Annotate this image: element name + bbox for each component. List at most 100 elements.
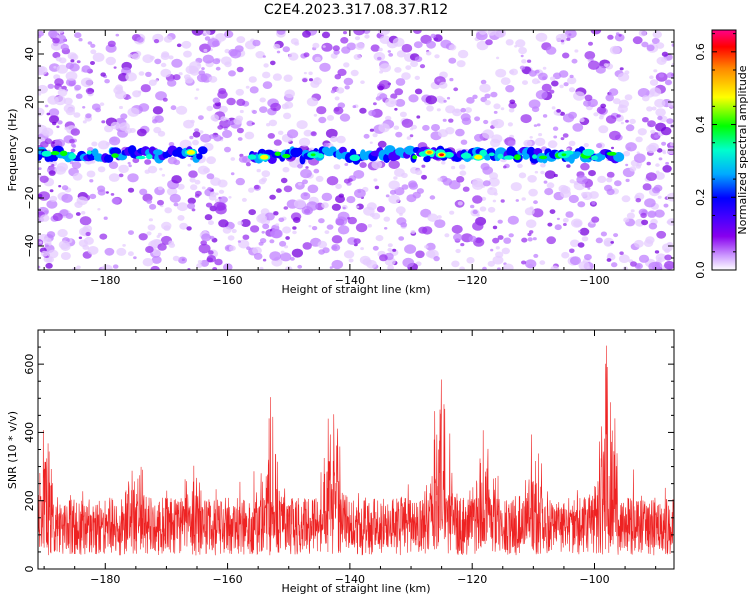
noise-cell [371, 160, 383, 169]
noise-cell [371, 212, 381, 220]
noise-cell [372, 133, 378, 138]
noise-cell [395, 206, 406, 215]
noise-cell [591, 216, 600, 223]
noise-cell [347, 216, 357, 225]
noise-cell [448, 118, 454, 123]
noise-cell [394, 107, 398, 111]
noise-cell [45, 262, 53, 269]
noise-cell [451, 165, 456, 170]
noise-cell [311, 226, 318, 231]
noise-cell [69, 138, 75, 144]
noise-cell [646, 44, 655, 51]
noise-cell [579, 227, 590, 236]
noise-cell [89, 193, 97, 200]
noise-cell [330, 136, 338, 143]
noise-cell [181, 40, 192, 49]
noise-cell [385, 194, 390, 198]
noise-cell [562, 217, 569, 223]
noise-cell [44, 138, 53, 145]
noise-cell [500, 107, 505, 111]
noise-cell [218, 105, 228, 114]
noise-cell [131, 53, 140, 60]
noise-cell [49, 189, 54, 193]
noise-cell [503, 237, 512, 244]
colorbar-tick-label: 0.4 [694, 116, 707, 134]
noise-cell [90, 43, 96, 48]
noise-cell [612, 98, 621, 105]
noise-cell [388, 53, 394, 57]
band-cell [349, 154, 361, 162]
noise-cell [208, 194, 217, 201]
noise-cell [437, 177, 443, 182]
noise-cell [433, 256, 440, 262]
noise-cell [568, 87, 576, 93]
noise-cell [482, 180, 491, 187]
noise-cell [664, 248, 670, 253]
noise-cell [395, 98, 406, 107]
noise-cell [268, 119, 278, 127]
noise-cell [379, 254, 388, 262]
noise-cell [625, 163, 629, 167]
noise-cell [373, 178, 378, 182]
noise-cell [48, 108, 60, 117]
chart-title: C2E4.2023.317.08.37.R12 [264, 2, 448, 18]
noise-cell [472, 221, 484, 231]
noise-cell [664, 260, 674, 270]
noise-cell [113, 86, 124, 95]
noise-cell [354, 188, 366, 199]
noise-cell [523, 139, 533, 147]
noise-cell [383, 216, 391, 222]
noise-cell [657, 115, 663, 121]
noise-cell [541, 83, 552, 92]
band-cell [127, 145, 137, 156]
noise-cell [331, 259, 344, 270]
noise-cell [82, 106, 86, 109]
noise-cell [495, 246, 500, 250]
noise-cell [322, 247, 330, 254]
noise-cell [387, 50, 391, 53]
y-tick-label: 0 [23, 147, 36, 154]
noise-cell [577, 242, 585, 248]
noise-cell [128, 164, 132, 168]
noise-cell [52, 37, 60, 44]
noise-cell [116, 247, 127, 256]
noise-cell [571, 218, 583, 228]
noise-cell [256, 168, 261, 173]
noise-cell [56, 125, 60, 129]
noise-cell [186, 226, 192, 231]
noise-cell [515, 199, 519, 202]
noise-cell [621, 195, 631, 203]
band-hotspot [475, 155, 481, 159]
noise-cell [171, 58, 183, 68]
noise-cell [162, 97, 168, 102]
noise-cell [87, 41, 93, 45]
noise-cell [233, 117, 243, 125]
y-tick-label: 40 [23, 47, 36, 61]
noise-cell [256, 214, 267, 224]
noise-cell [57, 229, 68, 238]
noise-cell [580, 162, 590, 171]
noise-cell [653, 184, 663, 192]
noise-cell [491, 134, 503, 144]
noise-cell [416, 188, 424, 194]
noise-cell [270, 228, 282, 239]
noise-cell [118, 173, 124, 178]
noise-cell [54, 138, 65, 148]
noise-cell [54, 165, 66, 175]
noise-cell [584, 254, 592, 261]
noise-cell [73, 112, 81, 118]
noise-cell [559, 84, 564, 89]
noise-cell [206, 173, 215, 180]
noise-cell [626, 212, 636, 220]
noise-cell [282, 46, 290, 53]
noise-cell [287, 129, 299, 139]
noise-cell [183, 50, 192, 58]
noise-cell [138, 233, 148, 241]
noise-cell [224, 30, 234, 38]
noise-cell [292, 217, 301, 223]
noise-cell [144, 169, 151, 174]
noise-cell [651, 106, 657, 111]
noise-cell [127, 161, 131, 165]
noise-cell [312, 42, 320, 49]
noise-cell [578, 230, 581, 233]
